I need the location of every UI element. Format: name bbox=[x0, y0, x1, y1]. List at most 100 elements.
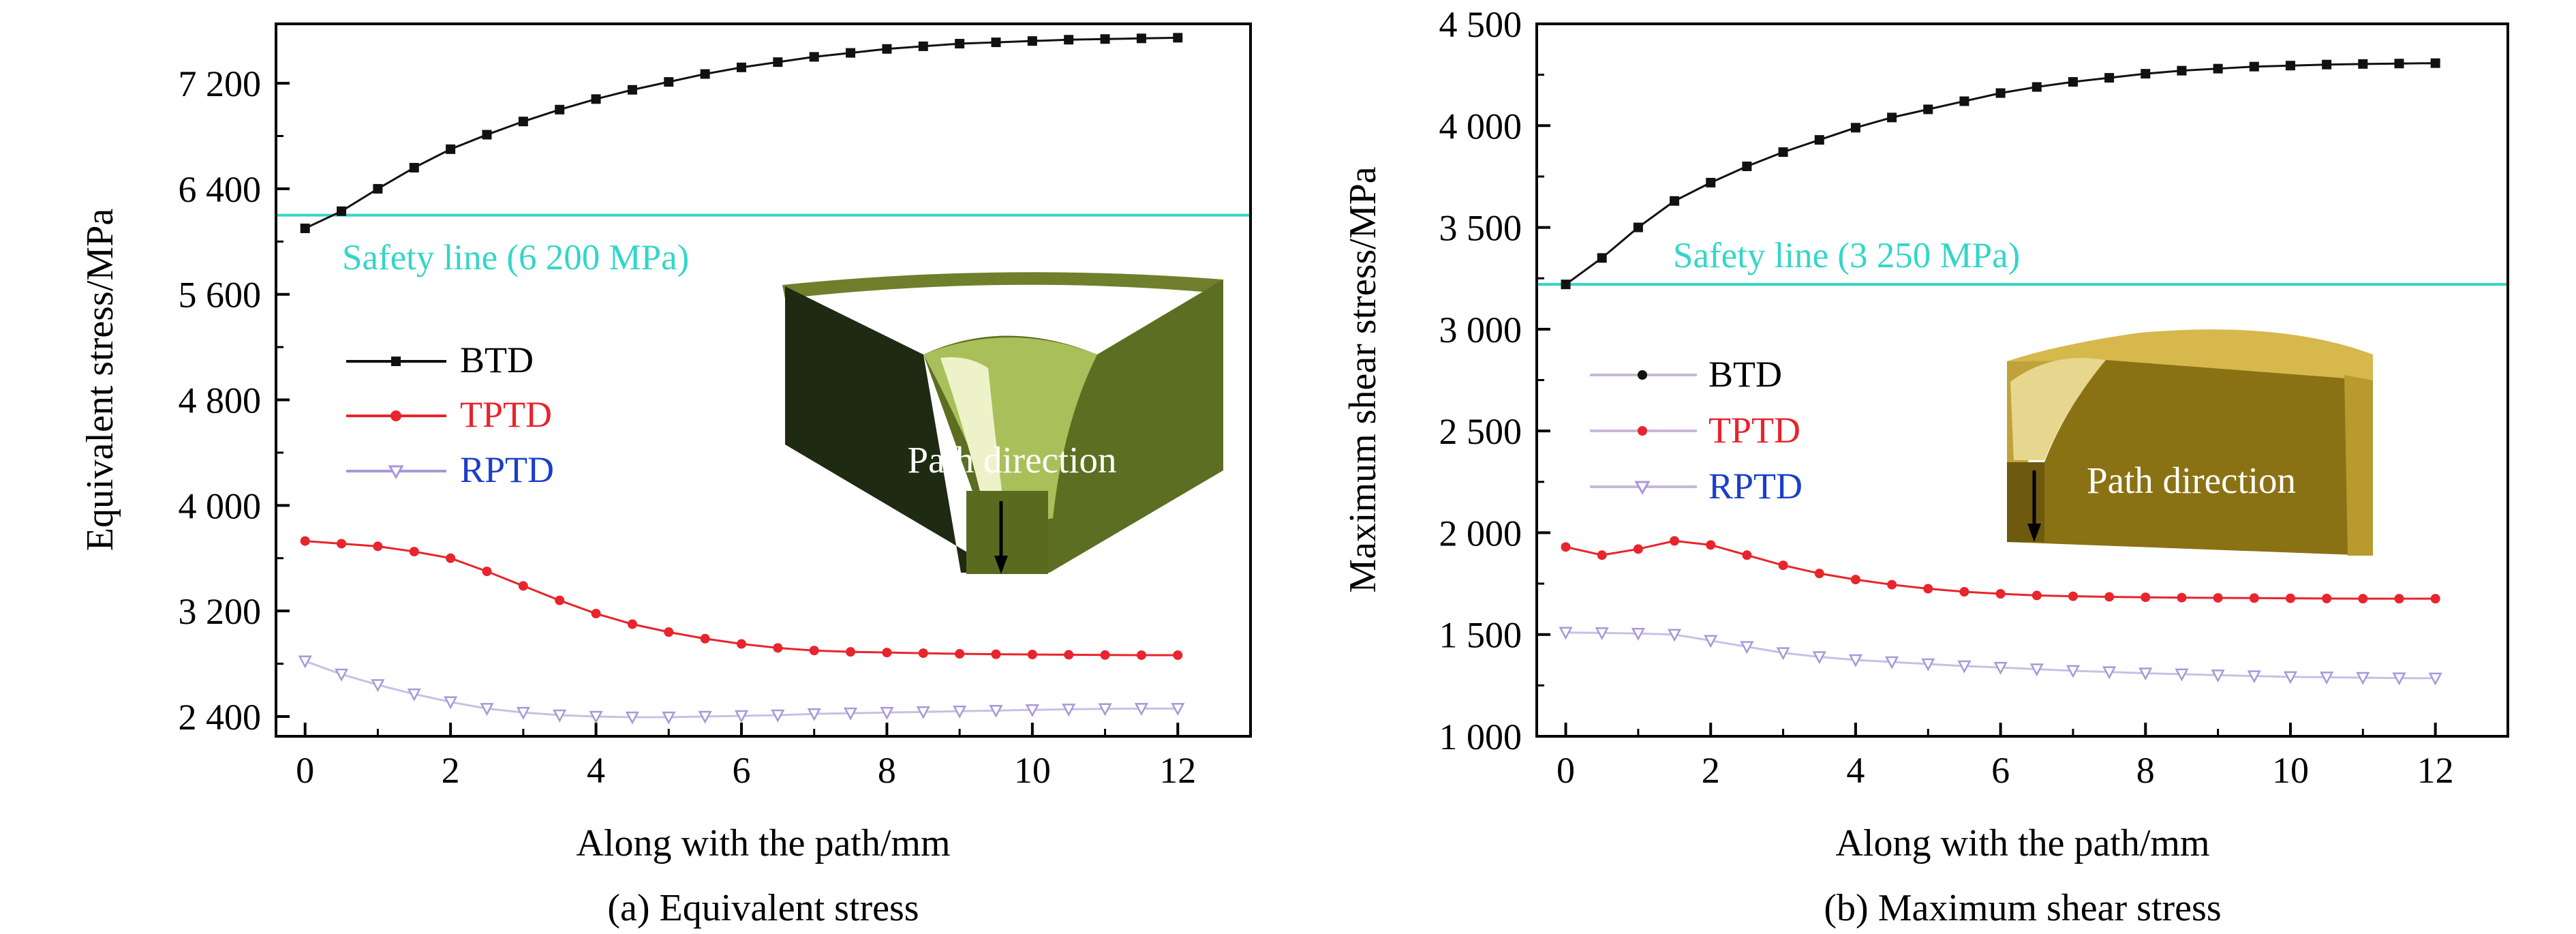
data-point-btd bbox=[2249, 61, 2259, 72]
x-tick-label: 12 bbox=[1159, 750, 1196, 791]
data-point-tptd bbox=[2104, 592, 2115, 602]
x-axis-label-a: Along with the path/mm bbox=[576, 822, 950, 864]
data-point-btd bbox=[846, 48, 856, 58]
data-point-tptd bbox=[2285, 593, 2295, 603]
data-point-tptd bbox=[1995, 589, 2006, 599]
data-point-rptd bbox=[444, 696, 458, 710]
x-tick-label: 4 bbox=[587, 750, 605, 791]
data-point-tptd bbox=[627, 619, 637, 629]
x-tick-label: 0 bbox=[1557, 750, 1575, 791]
legend-marker-rptd-b bbox=[1634, 481, 1651, 496]
data-point-tptd bbox=[955, 649, 965, 659]
data-point-tptd bbox=[446, 553, 456, 563]
data-point-btd bbox=[1778, 147, 1788, 157]
data-point-tptd bbox=[2141, 592, 2151, 603]
inset-label-b: Path direction bbox=[2087, 460, 2296, 501]
panel-a: 2 400 3 200 4 000 4 800 5 600 6 400 7 200 0 2 4 6… bbox=[79, 22, 1252, 929]
data-point-btd bbox=[2285, 61, 2295, 71]
data-point-tptd bbox=[1959, 587, 1969, 597]
x-tick-label: 8 bbox=[878, 750, 896, 791]
data-point-btd bbox=[1850, 123, 1860, 133]
data-point-btd bbox=[1887, 112, 1897, 123]
panel-subtitle-b: (b) Maximum shear stress bbox=[1824, 887, 2221, 929]
data-point-rptd bbox=[1921, 658, 1935, 672]
inset-groove-highlight-a bbox=[940, 357, 1005, 525]
x-tick-label: 8 bbox=[2136, 750, 2155, 791]
data-point-rptd bbox=[480, 703, 494, 717]
inset-groove-b bbox=[2010, 358, 2106, 460]
legend-marker-tptd-a bbox=[390, 410, 401, 421]
legend-a: BTD TPTD RPTD bbox=[346, 340, 554, 490]
legend-marker-btd-b bbox=[1638, 370, 1647, 380]
data-point-rptd bbox=[2392, 672, 2406, 686]
data-point-tptd bbox=[700, 633, 710, 644]
data-point-btd bbox=[2141, 69, 2151, 79]
data-point-tptd bbox=[482, 567, 492, 577]
data-point-rptd bbox=[989, 705, 1003, 718]
data-point-tptd bbox=[664, 627, 674, 637]
x-ticks-a: 0 2 4 6 8 10 12 bbox=[296, 723, 1196, 791]
inset-side-face-b bbox=[2344, 375, 2373, 556]
panel-subtitle-a: (a) Equivalent stress bbox=[607, 887, 919, 929]
data-point-rptd bbox=[2029, 663, 2044, 677]
data-point-tptd bbox=[2322, 593, 2332, 603]
data-point-tptd bbox=[991, 649, 1001, 659]
data-point-rptd bbox=[953, 705, 967, 719]
data-point-btd bbox=[1995, 88, 2006, 98]
data-point-btd bbox=[2213, 63, 2223, 74]
data-point-tptd bbox=[1814, 569, 1824, 579]
y-tick-label: 1 000 bbox=[1439, 717, 1522, 757]
y-tick-label: 1 500 bbox=[1439, 615, 1522, 656]
data-point-tptd bbox=[2430, 594, 2440, 604]
data-point-rptd bbox=[589, 710, 603, 724]
data-point-btd bbox=[373, 183, 383, 194]
data-point-tptd bbox=[373, 541, 383, 552]
data-point-btd bbox=[2031, 82, 2042, 92]
data-point-rptd bbox=[2247, 670, 2261, 684]
legend-label-rptd-a: RPTD bbox=[460, 449, 554, 490]
data-point-rptd bbox=[407, 688, 421, 702]
data-point-tptd bbox=[1742, 550, 1752, 560]
data-point-tptd bbox=[1100, 650, 1110, 660]
data-point-rptd bbox=[1025, 704, 1039, 717]
series-group-a bbox=[298, 33, 1185, 725]
data-point-btd bbox=[1959, 96, 1969, 106]
data-point-btd bbox=[1742, 162, 1752, 171]
inset-top-face-b bbox=[2007, 329, 2373, 380]
y-tick-label: 2 400 bbox=[179, 697, 262, 738]
legend-marker-rptd-a bbox=[388, 465, 404, 480]
data-point-btd bbox=[1597, 253, 1607, 263]
data-point-rptd bbox=[1812, 651, 1826, 665]
data-point-btd bbox=[300, 223, 310, 233]
path-direction-arrowhead-a bbox=[994, 556, 1008, 574]
data-point-rptd bbox=[807, 708, 821, 721]
data-point-btd bbox=[991, 37, 1001, 48]
data-point-btd bbox=[809, 52, 819, 62]
data-point-rptd bbox=[662, 711, 676, 725]
data-point-tptd bbox=[2177, 592, 2187, 603]
data-point-rptd bbox=[2102, 666, 2117, 680]
data-point-btd bbox=[1100, 34, 1110, 44]
data-point-tptd bbox=[1173, 650, 1183, 660]
data-point-rptd bbox=[2211, 669, 2225, 683]
y-tick-label: 5 600 bbox=[179, 275, 262, 316]
data-point-rptd bbox=[1957, 660, 1972, 674]
data-point-rptd bbox=[1884, 656, 1899, 669]
data-point-tptd bbox=[555, 595, 565, 605]
path-direction-arrowhead-b bbox=[2027, 524, 2041, 542]
x-tick-label: 6 bbox=[1991, 750, 2010, 791]
legend-label-btd-b: BTD bbox=[1708, 354, 1782, 395]
data-point-rptd bbox=[516, 706, 530, 720]
data-point-btd bbox=[2358, 59, 2368, 69]
data-point-tptd bbox=[809, 646, 819, 656]
data-point-btd bbox=[1923, 104, 1933, 115]
x-axis-label-b: Along with the path/mm bbox=[1835, 822, 2209, 864]
data-point-btd bbox=[736, 62, 746, 72]
x-tick-label: 2 bbox=[1702, 750, 1720, 791]
plot-frame-a bbox=[275, 22, 1252, 738]
data-point-tptd bbox=[1887, 579, 1897, 590]
data-point-btd bbox=[518, 117, 528, 127]
data-point-btd bbox=[337, 206, 347, 216]
legend-label-tptd-a: TPTD bbox=[460, 394, 552, 435]
series-line-rptd bbox=[305, 660, 1178, 719]
